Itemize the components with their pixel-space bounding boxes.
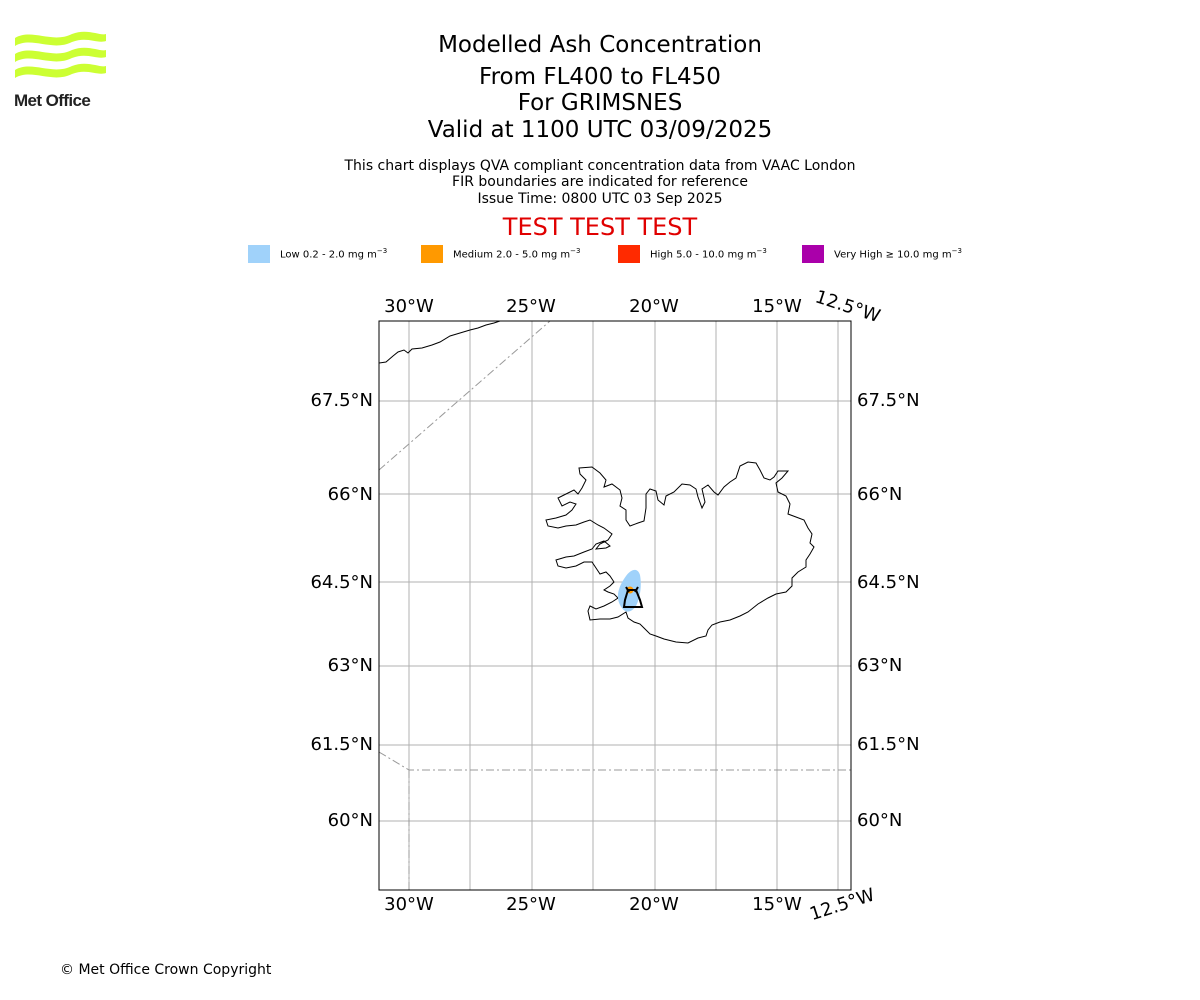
- lon-tick-bottom-30w: 30°W: [384, 894, 434, 915]
- met-office-logo-icon: [15, 31, 106, 78]
- lat-tick-left-64-5n: 64.5°N: [310, 572, 373, 593]
- legend-item-medium: Medium 2.0 - 5.0 mg m−3: [421, 244, 580, 264]
- legend: Low 0.2 - 2.0 mg m−3 Medium 2.0 - 5.0 mg…: [248, 244, 1008, 264]
- legend-swatch-high: [618, 245, 640, 263]
- volcano-symbol-icon: [622, 586, 644, 608]
- legend-label-very-high: Very High ≥ 10.0 mg m−3: [834, 247, 962, 261]
- legend-swatch-low: [248, 245, 270, 263]
- legend-swatch-very-high: [802, 245, 824, 263]
- lat-tick-left-67-5n: 67.5°N: [310, 390, 373, 411]
- lon-tick-bottom-15w: 15°W: [752, 894, 802, 915]
- greenland-coastline: [379, 321, 501, 364]
- map-gridlines: [379, 321, 851, 890]
- lon-tick-top-20w: 20°W: [629, 296, 679, 317]
- lat-tick-right-67-5n: 67.5°N: [857, 390, 920, 411]
- legend-label-low: Low 0.2 - 2.0 mg m−3: [280, 247, 388, 261]
- title-line-4: Valid at 1100 UTC 03/09/2025: [427, 117, 773, 143]
- test-banner: TEST TEST TEST: [502, 213, 698, 241]
- subtitle-line-1: This chart displays QVA compliant concen…: [344, 158, 856, 174]
- fir-boundary-greenland: [379, 321, 551, 471]
- fir-boundaries: [379, 321, 851, 890]
- legend-item-high: High 5.0 - 10.0 mg m−3: [618, 244, 767, 264]
- lat-tick-left-60n: 60°N: [328, 810, 373, 831]
- legend-swatch-medium: [421, 245, 443, 263]
- iceland-coastline: [545, 461, 815, 644]
- lat-tick-right-66n: 66°N: [857, 484, 902, 505]
- lat-tick-left-63n: 63°N: [328, 655, 373, 676]
- lon-tick-bottom-25w: 25°W: [506, 894, 556, 915]
- subtitle-line-2: FIR boundaries are indicated for referen…: [452, 174, 748, 190]
- lat-tick-left-66n: 66°N: [328, 484, 373, 505]
- legend-item-very-high: Very High ≥ 10.0 mg m−3: [802, 244, 962, 264]
- lon-tick-top-15w: 15°W: [752, 296, 802, 317]
- title-line-3: For GRIMSNES: [517, 90, 683, 116]
- subtitle-line-3: Issue Time: 0800 UTC 03 Sep 2025: [477, 191, 723, 207]
- title-line-2: From FL400 to FL450: [479, 64, 721, 90]
- lat-tick-right-61-5n: 61.5°N: [857, 734, 920, 755]
- lat-tick-right-63n: 63°N: [857, 655, 902, 676]
- fir-boundary-south: [379, 751, 851, 771]
- title-line-1: Modelled Ash Concentration: [438, 32, 762, 58]
- lon-tick-top-30w: 30°W: [384, 296, 434, 317]
- lat-tick-left-61-5n: 61.5°N: [310, 734, 373, 755]
- lon-tick-top-25w: 25°W: [506, 296, 556, 317]
- copyright-notice: © Met Office Crown Copyright: [60, 962, 272, 978]
- legend-label-medium: Medium 2.0 - 5.0 mg m−3: [453, 247, 581, 261]
- legend-item-low: Low 0.2 - 2.0 mg m−3: [248, 244, 387, 264]
- lon-tick-bottom-20w: 20°W: [629, 894, 679, 915]
- map-frame: [378, 320, 852, 891]
- met-office-logo-text: Met Office: [14, 91, 91, 110]
- lat-tick-right-60n: 60°N: [857, 810, 902, 831]
- legend-label-high: High 5.0 - 10.0 mg m−3: [650, 247, 767, 261]
- lat-tick-right-64-5n: 64.5°N: [857, 572, 920, 593]
